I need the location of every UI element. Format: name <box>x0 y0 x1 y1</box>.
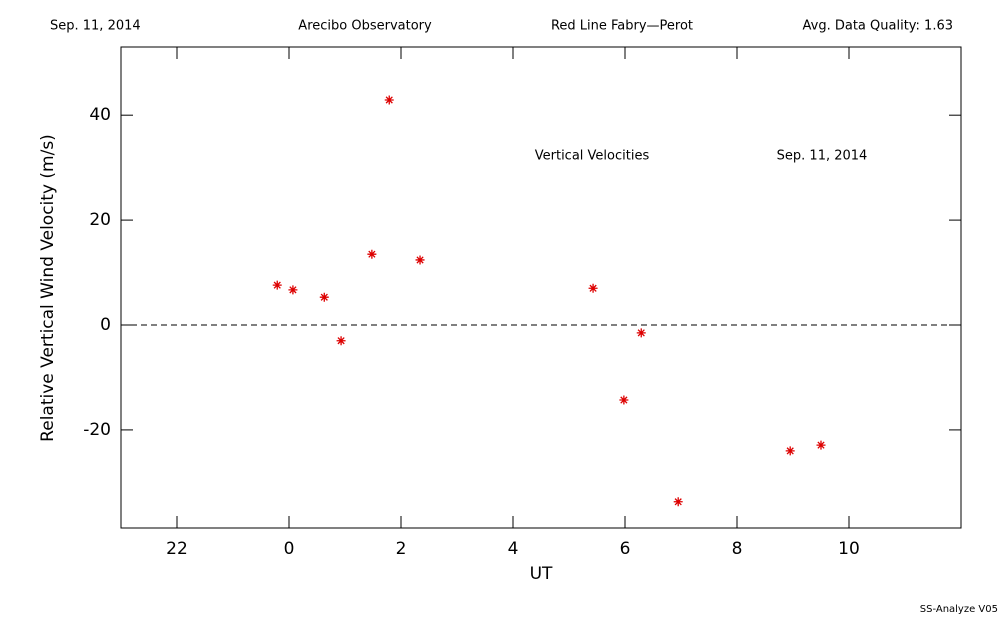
y-axis-label: Relative Vertical Wind Velocity (m/s) <box>38 134 58 442</box>
header-site: Arecibo Observatory <box>298 19 432 34</box>
annotation-title: Vertical Velocities <box>535 149 650 164</box>
point <box>816 440 826 450</box>
annotation-date: Sep. 11, 2014 <box>777 149 868 164</box>
point <box>673 497 683 507</box>
point <box>384 95 394 105</box>
point <box>319 292 329 302</box>
point <box>288 285 298 295</box>
point <box>367 249 377 259</box>
point <box>415 255 425 265</box>
x-tick-label: 4 <box>508 539 519 559</box>
y-tick-label: 40 <box>89 105 111 125</box>
plot-frame <box>120 46 962 529</box>
x-tick-label: 0 <box>284 539 295 559</box>
x-tick-label: 10 <box>838 539 860 559</box>
x-tick-label: 22 <box>166 539 188 559</box>
y-tick-label: -20 <box>83 420 111 440</box>
point <box>619 395 629 405</box>
point <box>785 446 795 456</box>
header-date: Sep. 11, 2014 <box>50 19 141 34</box>
y-tick-label: 0 <box>100 315 111 335</box>
point <box>588 283 598 293</box>
x-axis-label: UT <box>530 564 553 584</box>
point <box>336 336 346 346</box>
x-tick-label: 8 <box>732 539 743 559</box>
x-tick-label: 6 <box>620 539 631 559</box>
header-instrument: Red Line Fabry—Perot <box>551 19 693 34</box>
x-tick-label: 2 <box>396 539 407 559</box>
y-tick-label: 20 <box>89 210 111 230</box>
point <box>272 280 282 290</box>
footer: SS-Analyze V05 <box>920 604 998 615</box>
header-quality: Avg. Data Quality: 1.63 <box>803 19 953 34</box>
point <box>636 328 646 338</box>
